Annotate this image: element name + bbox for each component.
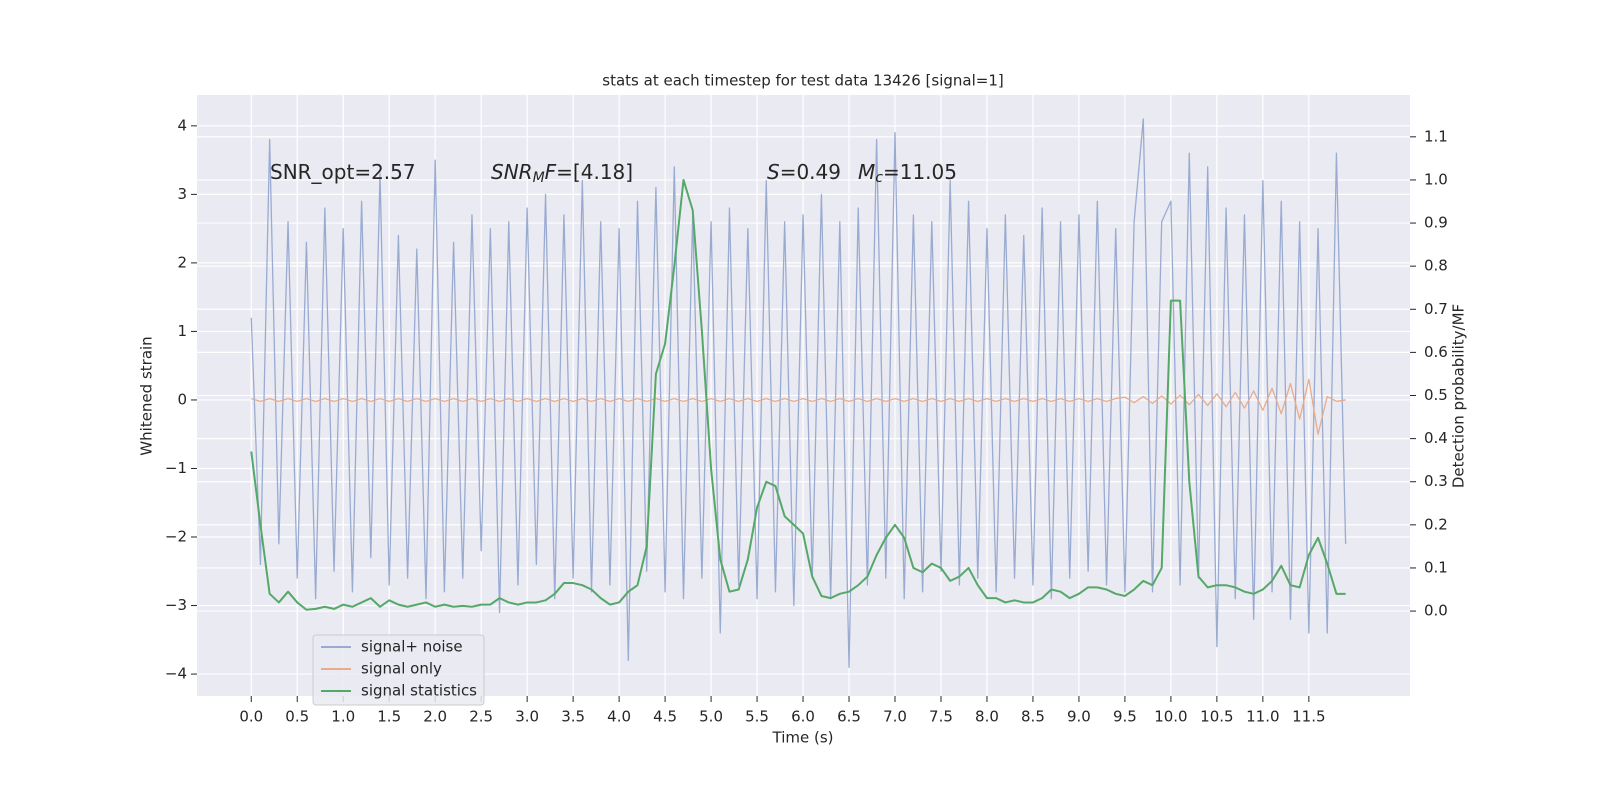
y2-tick-label: 0.5: [1424, 386, 1448, 404]
x-tick-label: 9.0: [1067, 708, 1091, 726]
x-tick-label: 6.0: [791, 708, 815, 726]
y-tick-label: −2: [165, 528, 187, 546]
marks: [250, 118, 1347, 668]
x-tick-label: 1.5: [377, 708, 401, 726]
y-tick-label: −3: [165, 596, 187, 614]
x-tick-label: 1.0: [331, 708, 355, 726]
y2-tick-label: 0.9: [1424, 214, 1448, 232]
x-tick-label: 7.5: [929, 708, 953, 726]
annotation-subscript: M: [533, 170, 545, 186]
y2-tick-label: 1.0: [1424, 170, 1448, 188]
axes: 0.0 0.5 1.0 1.5 2.0 2.5 3.0 3.5 4.0 4.5 5.0 5.5 6.0 6…: [165, 116, 1448, 725]
annotation-text: =11.05: [883, 160, 957, 184]
y-tick-label: 1: [177, 322, 187, 340]
legend-label: signal+ noise: [361, 638, 463, 656]
chart-title: stats at each timestep for test data 134…: [602, 72, 1003, 90]
series-line: [250, 118, 1347, 668]
x-tick-label: 2.5: [469, 708, 493, 726]
legend: signal+ noise signal only signal statistic…: [312, 634, 485, 706]
y2-axis-label: Detection probability/MF: [1450, 304, 1468, 488]
y-tick-label: 4: [177, 116, 187, 134]
x-tick-label: 9.5: [1113, 708, 1137, 726]
x-tick-label: 3.0: [515, 708, 539, 726]
y2-tick-label: 0.2: [1424, 515, 1448, 533]
annotation: SNRMF=[4.18]: [491, 160, 633, 187]
annotation-math: S: [767, 160, 780, 184]
y2-tick-label: 0.4: [1424, 429, 1448, 447]
annotation-text: =0.49: [780, 160, 841, 184]
x-tick-label: 5.0: [699, 708, 723, 726]
y2-tick-label: 0.1: [1424, 558, 1448, 576]
y2-tick-label: 1.1: [1424, 127, 1448, 145]
y-tick-label: 0: [177, 390, 187, 408]
legend-label: signal statistics: [361, 682, 477, 700]
x-tick-label: 10.0: [1154, 708, 1187, 726]
x-tick-label: 8.0: [975, 708, 999, 726]
x-tick-label: 0.5: [285, 708, 309, 726]
annotation-subscript: c: [875, 170, 883, 186]
series-line: [250, 178, 1346, 611]
annotation-math: M: [858, 160, 875, 184]
series-line: [251, 378, 1346, 435]
annotation-math: F: [545, 160, 557, 184]
annotation: S=0.49: [767, 160, 841, 184]
annotation-text: SNR_opt=2.57: [270, 160, 416, 184]
x-tick-label: 4.5: [653, 708, 677, 726]
annotation-text: =[4.18]: [556, 160, 633, 184]
y-tick-label: 2: [177, 253, 187, 271]
x-tick-label: 11.0: [1246, 708, 1279, 726]
y-tick-label: 3: [177, 185, 187, 203]
annotation-math: SNR: [491, 160, 533, 184]
x-tick-label: 6.5: [837, 708, 861, 726]
y-tick-label: −4: [165, 665, 187, 683]
x-tick-label: 5.5: [745, 708, 769, 726]
annotation: SNR_opt=2.57: [270, 160, 416, 184]
x-tick-label: 0.0: [239, 708, 263, 726]
y2-tick-label: 0.7: [1424, 300, 1448, 318]
y-tick-label: −1: [165, 459, 187, 477]
x-tick-label: 11.5: [1292, 708, 1325, 726]
x-tick-label: 2.0: [423, 708, 447, 726]
x-tick-label: 4.0: [607, 708, 631, 726]
x-tick-label: 10.5: [1200, 708, 1233, 726]
x-tick-label: 3.5: [561, 708, 585, 726]
y2-tick-label: 0.0: [1424, 602, 1448, 620]
x-tick-label: 8.5: [1021, 708, 1045, 726]
x-axis-label: Time (s): [772, 729, 834, 747]
x-tick-label: 7.0: [883, 708, 907, 726]
y-axis-label: Whitened strain: [138, 336, 156, 455]
annotation: Mc=11.05: [858, 160, 957, 187]
legend-box: [312, 634, 485, 706]
legend-label: signal only: [361, 660, 442, 678]
y2-tick-label: 0.8: [1424, 257, 1448, 275]
y2-tick-label: 0.3: [1424, 472, 1448, 490]
y2-tick-label: 0.6: [1424, 343, 1448, 361]
